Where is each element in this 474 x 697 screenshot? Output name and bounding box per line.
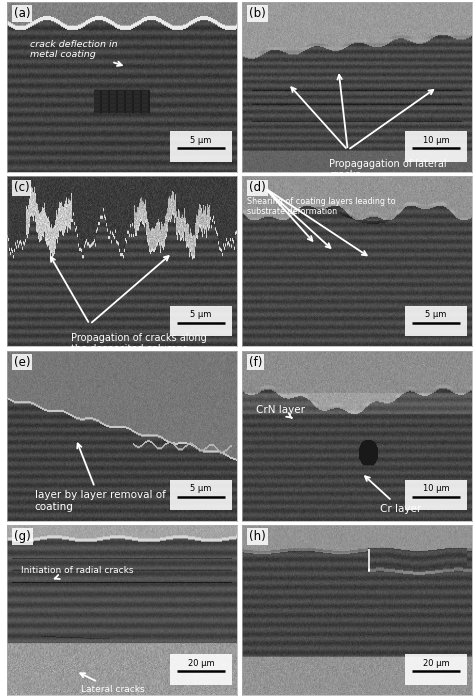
Text: (h): (h): [249, 530, 266, 543]
Text: CrN layer: CrN layer: [256, 405, 305, 418]
Text: layer by layer removal of
coating: layer by layer removal of coating: [35, 443, 165, 512]
FancyBboxPatch shape: [170, 131, 232, 162]
Text: Propagation of cracks along
the desposited columns: Propagation of cracks along the desposit…: [72, 332, 207, 354]
Text: (e): (e): [14, 355, 30, 369]
FancyBboxPatch shape: [170, 654, 232, 684]
Text: (f): (f): [249, 355, 263, 369]
FancyBboxPatch shape: [170, 480, 232, 510]
Text: Shearing of coating layers leading to
substrate deformation: Shearing of coating layers leading to su…: [247, 197, 395, 216]
FancyBboxPatch shape: [405, 305, 467, 336]
Text: 20 μm: 20 μm: [423, 659, 449, 668]
Text: Initiation of radial cracks: Initiation of radial cracks: [21, 566, 133, 579]
Text: Propagagation of lateral
cracks: Propagagation of lateral cracks: [329, 158, 447, 180]
Text: 5 μm: 5 μm: [190, 310, 212, 319]
Text: Cr layer: Cr layer: [365, 476, 421, 514]
Text: (g): (g): [14, 530, 31, 543]
Text: 5 μm: 5 μm: [425, 310, 447, 319]
FancyBboxPatch shape: [405, 131, 467, 162]
Text: 10 μm: 10 μm: [423, 484, 449, 493]
Text: (a): (a): [14, 7, 30, 20]
Text: (d): (d): [249, 181, 266, 194]
Text: Lateral cracks: Lateral cracks: [80, 673, 144, 694]
Text: 5 μm: 5 μm: [190, 484, 212, 493]
Text: (c): (c): [14, 181, 29, 194]
Text: 5 μm: 5 μm: [190, 136, 212, 145]
Text: 20 μm: 20 μm: [188, 659, 214, 668]
Text: (b): (b): [249, 7, 266, 20]
Text: crack deflection in
metal coating: crack deflection in metal coating: [30, 40, 122, 66]
Text: 10 μm: 10 μm: [423, 136, 449, 145]
FancyBboxPatch shape: [405, 480, 467, 510]
FancyBboxPatch shape: [405, 654, 467, 684]
FancyBboxPatch shape: [170, 305, 232, 336]
